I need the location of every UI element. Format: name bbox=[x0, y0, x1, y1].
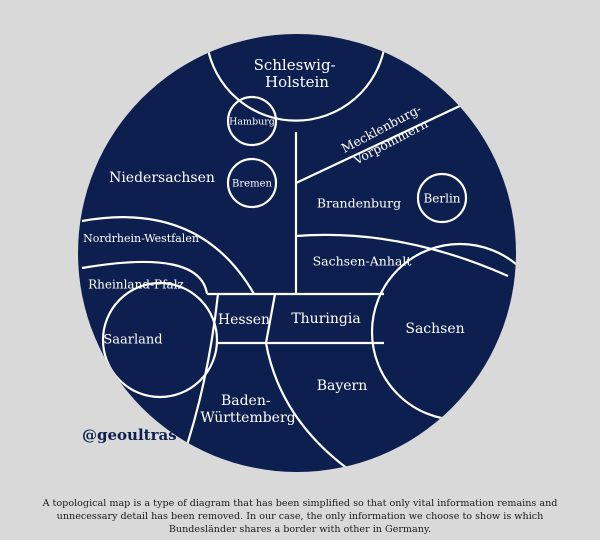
border-hamburg bbox=[226, 95, 278, 147]
map-caption: A topological map is a type of diagram t… bbox=[42, 498, 558, 535]
label-niedersachsen: Niedersachsen bbox=[109, 170, 215, 186]
label-hamburg: Hamburg bbox=[229, 117, 275, 128]
border-berlin bbox=[416, 172, 468, 224]
border-bayern-baden bbox=[264, 342, 353, 472]
border-schleswig-holstein bbox=[205, 43, 387, 122]
label-thuringia: Thuringia bbox=[291, 311, 360, 327]
state-borders bbox=[81, 43, 516, 472]
label-hessen: Hessen bbox=[218, 312, 270, 328]
label-berlin: Berlin bbox=[423, 192, 460, 206]
label-rheinland-pfalz: Rheinland-Pfalz bbox=[88, 278, 184, 292]
border-bremen bbox=[226, 157, 278, 209]
border-rheinland-pfalz bbox=[81, 260, 209, 295]
label-baden-wurttemberg: Baden- Württemberg bbox=[200, 393, 295, 426]
border-mecklenburg-brandenburg bbox=[295, 103, 465, 184]
border-hessen-thuringia bbox=[264, 293, 277, 344]
border-rheinland-baden bbox=[180, 293, 220, 461]
label-schleswig-holstein-line2: Holstein bbox=[265, 73, 329, 91]
label-brandenburg: Brandenburg bbox=[317, 196, 401, 211]
label-sachsen: Sachsen bbox=[405, 321, 464, 337]
label-bremen: Bremen bbox=[232, 179, 272, 190]
label-bayern: Bayern bbox=[317, 378, 368, 394]
label-schleswig-holstein-line1: Schleswig- bbox=[254, 56, 336, 74]
border-brandenburg-sachsen-anhalt bbox=[295, 233, 509, 278]
border-saarland bbox=[101, 281, 219, 399]
author-handle: @geoultras bbox=[82, 426, 177, 444]
label-baden-line2: Württemberg bbox=[200, 410, 295, 426]
label-nordrhein-westfalen: Nordrhein-Westfalen bbox=[83, 232, 199, 245]
label-schleswig-holstein: Schleswig- Holstein bbox=[254, 56, 341, 91]
label-baden-line1: Baden- bbox=[221, 393, 271, 409]
label-saarland: Saarland bbox=[103, 333, 162, 348]
label-sachsen-anhalt: Sachsen-Anhalt bbox=[313, 254, 412, 269]
border-nordrhein-westfalen bbox=[81, 216, 255, 295]
